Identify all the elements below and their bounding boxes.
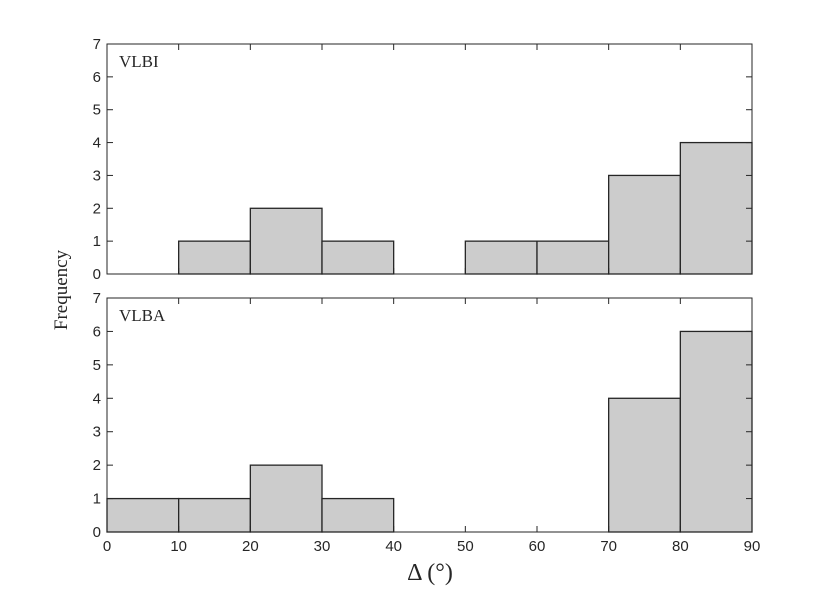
vlba-bar-8 [679, 330, 753, 533]
vlbi-ytick-label: 4 [93, 135, 101, 152]
y-axis-title: Frequency [51, 249, 72, 330]
vlbi-axes-box [106, 43, 753, 275]
vlbi-bar-7 [608, 174, 681, 275]
vlba-xtick-label: 70 [600, 538, 617, 555]
vlba-ytick-label: 2 [93, 457, 101, 474]
vlbi-ytick-label: 3 [93, 167, 101, 184]
vlba-xtick-label: 80 [672, 538, 689, 555]
vlbi-ytick-label: 7 [93, 36, 101, 53]
vlbi-ytick-label: 2 [93, 200, 101, 217]
vlbi-ytick-label: 6 [93, 69, 101, 86]
vlbi-ytick-label: 0 [93, 266, 101, 283]
vlba-xtick-label: 0 [103, 538, 111, 555]
vlba-xtick-label: 20 [242, 538, 259, 555]
x-axis-title: Δ (°) [407, 560, 453, 586]
vlbi-bar-5 [464, 240, 538, 275]
vlba-bar-3 [321, 497, 395, 533]
vlbi-bar-6 [536, 240, 610, 275]
vlbi-ytick-label: 1 [93, 233, 101, 250]
vlba-bar-2 [249, 464, 323, 533]
vlba-ytick-label: 4 [93, 390, 101, 407]
vlba-panel-label: VLBA [119, 306, 166, 325]
vlbi-panel-label: VLBI [119, 52, 159, 71]
vlba-xtick-label: 30 [314, 538, 331, 555]
vlbi-bar-1 [178, 240, 251, 275]
vlba-axes-box [106, 297, 753, 533]
vlba-ytick-label: 5 [93, 357, 101, 374]
vlba-bar-7 [608, 397, 681, 533]
vlba-bar-1 [178, 497, 251, 533]
vlba-ytick-label: 1 [93, 491, 101, 508]
vlba-ytick-label: 7 [93, 290, 101, 307]
vlbi-panel: 0 1 2 3 4 5 6 7 VLBI [93, 36, 753, 283]
vlbi-bar-2 [249, 207, 323, 275]
vlba-bar-0 [106, 497, 180, 533]
vlbi-bar-8 [679, 141, 753, 275]
vlba-ytick-label: 3 [93, 424, 101, 441]
vlba-xtick-label: 90 [744, 538, 761, 555]
vlba-ytick-label: 6 [93, 323, 101, 340]
vlba-xtick-label: 40 [385, 538, 402, 555]
vlbi-ytick-label: 5 [93, 102, 101, 119]
vlba-ytick-label: 0 [93, 524, 101, 541]
vlba-xtick-label: 60 [529, 538, 546, 555]
vlba-xtick-label: 50 [457, 538, 474, 555]
vlbi-bar-3 [321, 240, 395, 275]
vlba-xtick-label: 10 [170, 538, 187, 555]
